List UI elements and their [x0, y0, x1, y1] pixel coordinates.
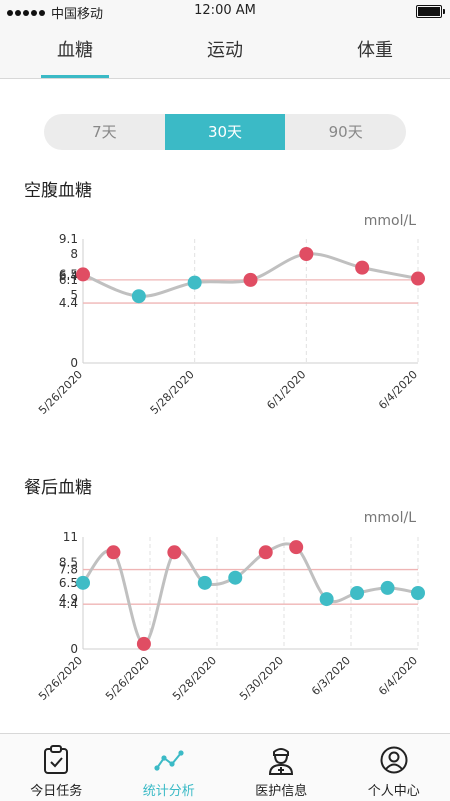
- x-tick-label: 6/3/2020: [309, 654, 353, 698]
- range-selector: 7天 30天 90天: [44, 114, 406, 150]
- data-point-high: [106, 545, 120, 559]
- fasting-glucose-title: 空腹血糖: [24, 176, 92, 201]
- trend-line-icon: [113, 744, 226, 776]
- data-point-normal: [188, 276, 202, 290]
- status-time: 12:00 AM: [0, 3, 450, 18]
- y-tick-label: 6.5: [59, 267, 78, 281]
- nav-statistics[interactable]: 统计分析: [113, 734, 226, 801]
- x-tick-label: 5/28/2020: [170, 654, 219, 703]
- category-tabs: 血糖 运动 体重: [0, 24, 450, 79]
- data-point-high: [411, 272, 425, 286]
- data-point-normal: [198, 576, 212, 590]
- tab-label: 运动: [207, 40, 243, 61]
- nav-label: 个人中心: [338, 780, 450, 799]
- data-point-high: [244, 273, 258, 287]
- x-tick-label: 6/4/2020: [376, 368, 420, 412]
- range-30-days[interactable]: 30天: [165, 114, 286, 150]
- nav-label: 今日任务: [0, 780, 113, 799]
- y-tick-label: 8.5: [59, 555, 78, 569]
- battery-icon: [416, 5, 442, 18]
- x-tick-label: 5/26/2020: [36, 654, 85, 703]
- tab-exercise[interactable]: 运动: [150, 24, 300, 78]
- data-point-normal: [228, 571, 242, 585]
- status-bar: 中国移动 12:00 AM: [0, 0, 450, 24]
- tab-label: 血糖: [57, 40, 93, 61]
- data-point-high: [355, 261, 369, 275]
- y-tick-label: 5: [70, 288, 78, 302]
- x-tick-label: 5/26/2020: [36, 368, 85, 417]
- bottom-nav: 今日任务 统计分析 医护信息: [0, 733, 450, 801]
- tab-weight[interactable]: 体重: [300, 24, 450, 78]
- data-point-high: [299, 247, 313, 261]
- y-tick-label: 8: [70, 247, 78, 261]
- range-7-days[interactable]: 7天: [44, 114, 165, 150]
- y-tick-label: 0: [70, 356, 78, 370]
- active-tab-indicator: [41, 75, 109, 78]
- y-tick-label: 0: [70, 642, 78, 656]
- x-tick-label: 6/4/2020: [376, 654, 420, 698]
- nav-profile[interactable]: 个人中心: [338, 734, 450, 801]
- doctor-icon: [225, 744, 338, 776]
- postmeal-glucose-title: 餐后血糖: [24, 473, 92, 498]
- data-point-normal: [411, 586, 425, 600]
- tab-blood-glucose[interactable]: 血糖: [0, 24, 150, 78]
- y-tick-label: 6.5: [59, 576, 78, 590]
- user-circle-icon: [338, 744, 450, 776]
- data-point-normal: [381, 581, 395, 595]
- nav-medical-info[interactable]: 医护信息: [225, 734, 338, 801]
- x-tick-label: 5/28/2020: [148, 368, 197, 417]
- clipboard-check-icon: [0, 744, 113, 776]
- tab-label: 体重: [357, 40, 393, 61]
- nav-label: 统计分析: [113, 780, 226, 799]
- y-tick-label: 4.9: [59, 592, 78, 606]
- x-tick-label: 6/1/2020: [264, 368, 308, 412]
- data-point-high: [289, 540, 303, 554]
- x-tick-label: 5/26/2020: [103, 654, 152, 703]
- y-tick-label: 9.1: [59, 232, 78, 246]
- data-point-high: [137, 637, 151, 651]
- data-point-high: [167, 545, 181, 559]
- data-point-high: [76, 267, 90, 281]
- data-point-normal: [320, 592, 334, 606]
- y-tick-label: 11: [63, 530, 78, 544]
- nav-today-tasks[interactable]: 今日任务: [0, 734, 113, 801]
- x-tick-label: 5/30/2020: [237, 654, 286, 703]
- range-90-days[interactable]: 90天: [285, 114, 406, 150]
- glucose-series-line: [83, 544, 418, 644]
- postmeal-glucose-unit: mmol/L: [364, 510, 416, 526]
- data-point-normal: [76, 576, 90, 590]
- data-point-normal: [350, 586, 364, 600]
- data-point-normal: [132, 289, 146, 303]
- nav-label: 医护信息: [225, 780, 338, 799]
- data-point-high: [259, 545, 273, 559]
